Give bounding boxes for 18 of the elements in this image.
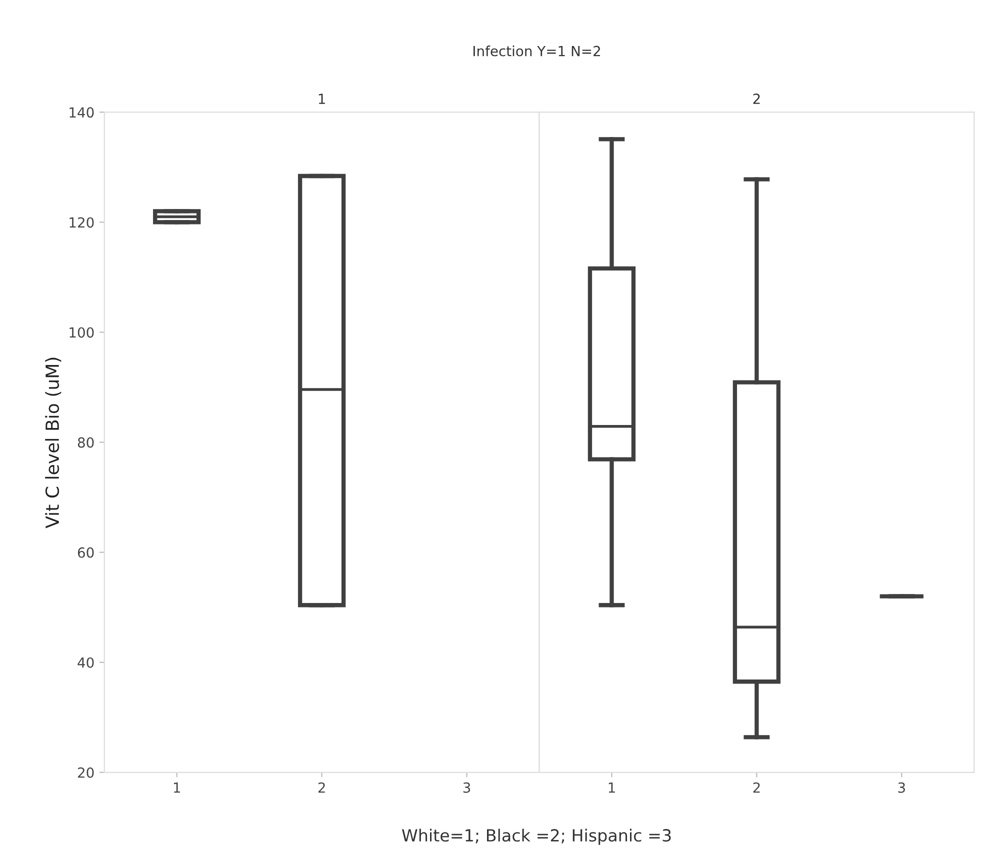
y-tick-label: 120 <box>70 217 94 228</box>
x-tick-label: 2 <box>318 782 325 793</box>
y-tick-label: 40 <box>78 657 94 668</box>
x-tick-label: 2 <box>753 782 760 793</box>
y-tick-label: 20 <box>78 767 94 778</box>
chart-title: 1 <box>318 94 325 104</box>
x-tick-label: 1 <box>608 782 615 793</box>
y-axis-title: Vit C level Bio (uM) <box>45 358 62 528</box>
x-tick-label: 1 <box>174 782 180 793</box>
y-tick-label: 60 <box>78 547 94 558</box>
y-tick-label: 100 <box>70 327 94 338</box>
text: Infection Y=1 N=2 <box>474 46 600 56</box>
x-tick-label: 3 <box>463 782 470 793</box>
chart-title: 2 <box>753 94 760 104</box>
y-tick-label: 80 <box>78 437 94 448</box>
x-tick-label: 3 <box>898 782 905 793</box>
x-axis-title: White=1; Black =2; Hispanic =3 <box>402 828 671 845</box>
y-tick-label: 140 <box>70 107 94 118</box>
